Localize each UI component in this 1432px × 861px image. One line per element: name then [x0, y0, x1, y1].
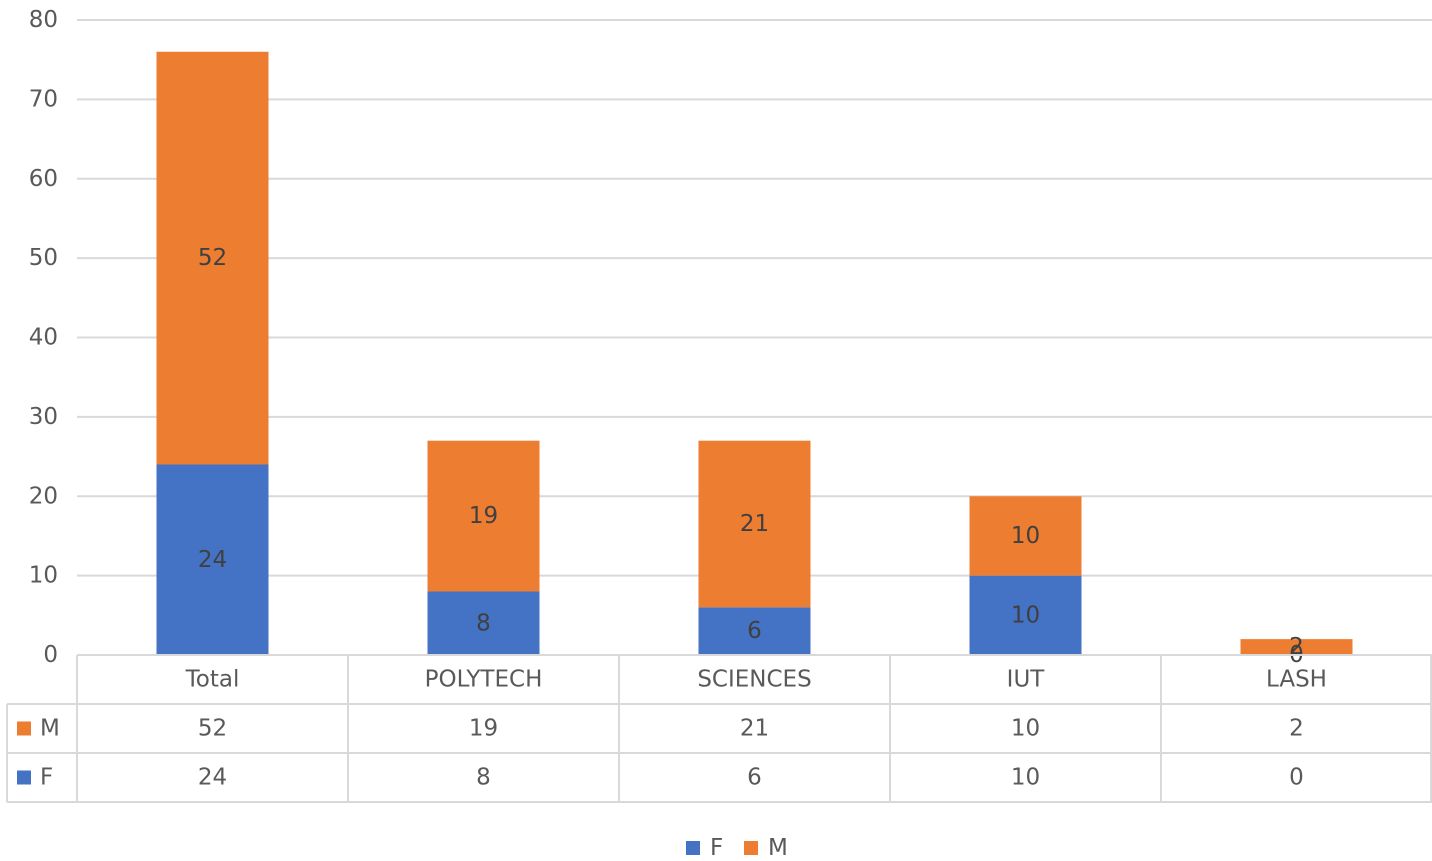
data-label-M: 52: [198, 245, 227, 271]
y-tick-label: 70: [29, 86, 58, 112]
gridlines: [77, 19, 1432, 577]
data-label-M: 19: [469, 503, 498, 529]
bar-segment-M: [427, 440, 540, 592]
y-tick-label: 10: [29, 563, 58, 589]
category-label: SCIENCES: [697, 667, 811, 693]
category-label: Total: [185, 667, 240, 693]
legend-key-F: [686, 841, 700, 855]
table-legend-key-F: [17, 770, 31, 785]
bar-segment-F: [698, 607, 811, 655]
data-label-M: 2: [1289, 634, 1304, 660]
table-cell-value: 19: [469, 716, 498, 742]
table-cell-value: 0: [1289, 765, 1304, 791]
table-cell-value: 52: [198, 716, 227, 742]
legend-label: M: [768, 835, 788, 861]
data-label-F: 10: [1011, 602, 1040, 628]
y-tick-label: 0: [43, 642, 58, 668]
table-cell-value: 21: [740, 716, 769, 742]
bar-segment-F: [427, 591, 540, 655]
bar-segment-F: [156, 464, 269, 655]
table-series-name: M: [40, 716, 60, 742]
category-label: LASH: [1266, 667, 1327, 693]
y-tick-label: 60: [29, 166, 58, 192]
table-cell-value: 8: [476, 765, 491, 791]
legend-key-M: [744, 841, 758, 855]
category-label: POLYTECH: [425, 667, 543, 693]
data-label-M: 21: [740, 511, 769, 537]
bar-segment-M: [698, 440, 811, 608]
category-label: IUT: [1007, 667, 1046, 693]
bar-segment-M: [969, 496, 1082, 576]
y-tick-label: 20: [29, 483, 58, 509]
data-label-F: 6: [747, 618, 762, 644]
table-legend-key-M: [17, 721, 31, 736]
data-label-F: 8: [476, 610, 491, 636]
y-tick-label: 50: [29, 245, 58, 271]
legend-label: F: [710, 835, 723, 861]
y-tick-label: 80: [29, 7, 58, 33]
y-axis: 0 10 20 30 40 50 60 70 80: [29, 7, 58, 668]
data-label-F: 24: [198, 547, 227, 573]
bar-segment-M: [156, 51, 269, 465]
y-tick-label: 40: [29, 325, 58, 351]
bar-segment-F: [969, 575, 1082, 655]
bar-segment-M: [1240, 639, 1353, 655]
table-cell-value: 6: [747, 765, 762, 791]
table-series-name: F: [40, 765, 53, 791]
data-label-M: 10: [1011, 523, 1040, 549]
data-table: Total POLYTECH SCIENCES IUT LASH M 52 19 21 10 2 F 2…: [6, 654, 1432, 803]
table-cell-value: 10: [1011, 765, 1040, 791]
table-cell-value: 24: [198, 765, 227, 791]
table-cell-value: 10: [1011, 716, 1040, 742]
table-cell-value: 2: [1289, 716, 1304, 742]
y-tick-label: 30: [29, 404, 58, 430]
